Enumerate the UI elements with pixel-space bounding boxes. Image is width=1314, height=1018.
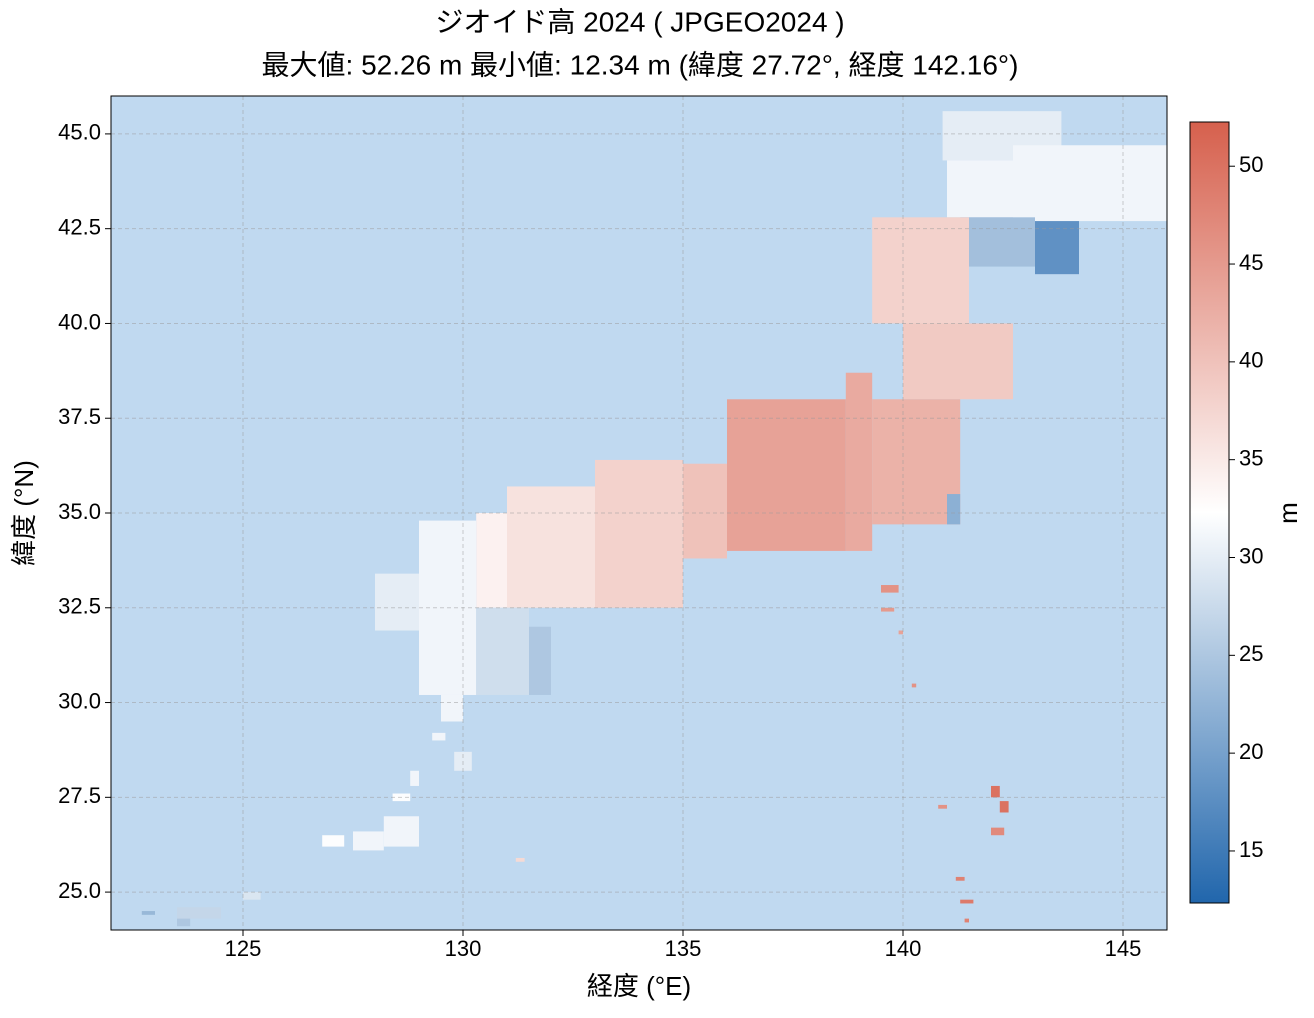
cell xyxy=(955,876,965,881)
cell xyxy=(476,607,529,695)
cell xyxy=(432,732,446,741)
cell xyxy=(683,463,727,559)
colorbar xyxy=(1189,121,1230,904)
cell xyxy=(999,801,1009,813)
colorbar-tick-label: 50 xyxy=(1239,152,1263,177)
cell xyxy=(903,323,1013,400)
chart-subtitle: 最大値: 52.26 m 最小値: 12.34 m (緯度 27.72°, 経度… xyxy=(262,49,1019,80)
cell xyxy=(177,907,221,919)
cell xyxy=(947,494,961,525)
cell xyxy=(845,372,873,551)
y-tick-label: 35.0 xyxy=(58,499,101,524)
cell xyxy=(595,459,683,608)
cell xyxy=(529,626,551,695)
colorbar-tick-label: 25 xyxy=(1239,641,1263,666)
y-tick-label: 42.5 xyxy=(58,214,101,239)
cell xyxy=(243,892,261,900)
cell xyxy=(898,630,903,635)
cells xyxy=(141,111,1167,927)
cell xyxy=(507,486,595,608)
x-tick-label: 135 xyxy=(665,936,702,961)
cell xyxy=(911,683,917,688)
cell xyxy=(476,513,507,608)
y-tick-label: 25.0 xyxy=(58,878,101,903)
cell xyxy=(353,831,384,851)
cell xyxy=(960,217,1035,267)
cell xyxy=(947,160,1013,218)
colorbar-label: m xyxy=(1273,502,1303,524)
cell xyxy=(727,399,846,551)
colorbar-tick-label: 30 xyxy=(1239,543,1263,568)
cell xyxy=(177,918,191,927)
cell xyxy=(881,607,895,612)
chart-title: ジオイド高 2024 ( JPGEO2024 ) xyxy=(435,6,844,37)
cell xyxy=(410,770,419,786)
cell xyxy=(872,399,961,525)
cell xyxy=(938,804,947,809)
cell xyxy=(441,694,463,722)
cell xyxy=(960,899,974,904)
y-tick-label: 37.5 xyxy=(58,404,101,429)
x-tick-label: 140 xyxy=(885,936,922,961)
cell xyxy=(1013,145,1167,222)
cell xyxy=(322,835,345,847)
colorbar-tick-label: 35 xyxy=(1239,445,1263,470)
cell xyxy=(964,918,969,923)
cell xyxy=(991,785,1000,798)
y-tick-label: 30.0 xyxy=(58,688,101,713)
cell xyxy=(383,816,419,847)
y-tick-label: 32.5 xyxy=(58,594,101,619)
plot-frame xyxy=(110,95,1168,931)
y-tick-label: 45.0 xyxy=(58,120,101,145)
cell xyxy=(991,827,1005,836)
x-tick-label: 125 xyxy=(225,936,262,961)
x-axis-label: 経度 (°E) xyxy=(587,971,691,1001)
colorbar-tick-label: 15 xyxy=(1239,837,1263,862)
cell xyxy=(1035,221,1079,275)
colorbar-tick-label: 20 xyxy=(1239,739,1263,764)
y-tick-label: 27.5 xyxy=(58,783,101,808)
colorbar-tick-label: 45 xyxy=(1239,250,1263,275)
cell xyxy=(141,911,155,915)
y-tick-label: 40.0 xyxy=(58,309,101,334)
x-tick-label: 130 xyxy=(445,936,482,961)
cell xyxy=(872,217,969,324)
y-axis-label: 緯度 (°N) xyxy=(9,460,39,566)
colorbar-tick-label: 40 xyxy=(1239,348,1263,373)
x-tick-label: 145 xyxy=(1105,936,1142,961)
cell xyxy=(881,585,899,593)
cell xyxy=(515,857,525,862)
cell xyxy=(375,573,419,631)
